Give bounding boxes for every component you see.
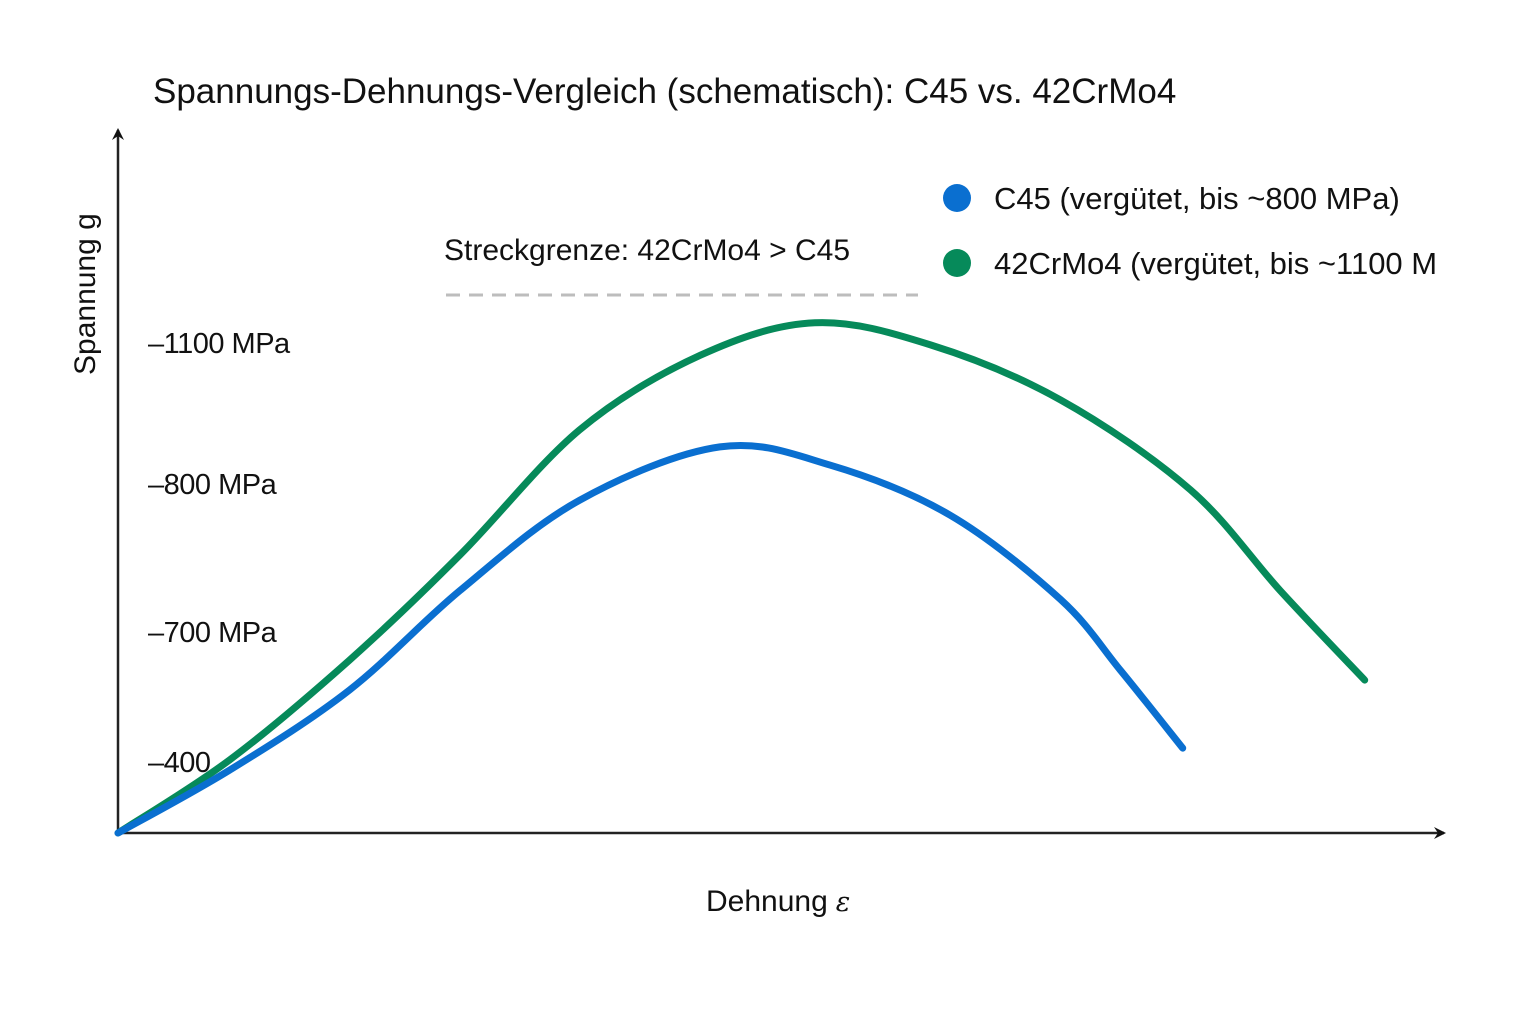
y-tick-label: –800 MPa <box>148 469 278 501</box>
y-tick-label: –700 MPa <box>148 617 278 649</box>
x-axis-label: Dehnung ε <box>706 885 850 918</box>
legend-label-c45: C45 (vergütet, bis ~800 MPa) <box>994 181 1400 216</box>
legend: C45 (vergütet, bis ~800 MPa) 42CrMo4 (ver… <box>943 181 1437 281</box>
y-tick-label: –1100 MPa <box>148 328 291 360</box>
legend-marker-c45 <box>943 184 971 212</box>
chart-title: Spannungs-Dehnungs-Vergleich (schematisc… <box>153 72 1176 111</box>
series-line-c45 <box>114 441 1187 837</box>
legend-label-42crmo4: 42CrMo4 (vergütet, bis ~1100 M <box>994 246 1437 281</box>
y-tick-labels: –1100 MPa –800 MPa –700 MPa –400 <box>148 328 292 779</box>
y-tick-label: –400 <box>148 747 211 779</box>
series-group <box>114 319 1369 837</box>
series-line-42crmo4 <box>114 319 1369 837</box>
x-axis-symbol: ε <box>836 887 851 918</box>
annotation-text: Streckgrenze: 42CrMo4 > C45 <box>444 234 850 267</box>
legend-marker-42crmo4 <box>943 249 971 277</box>
y-axis-label: Spannung g <box>69 213 102 375</box>
x-axis-label-text: Dehnung <box>706 885 828 918</box>
